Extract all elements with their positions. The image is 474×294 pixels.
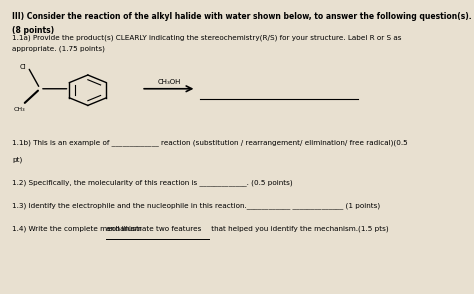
- Text: 1.4) Write the complete mechanism: 1.4) Write the complete mechanism: [12, 225, 145, 232]
- Text: (8 points): (8 points): [12, 26, 55, 35]
- Text: 1.2) Specifically, the molecularity of this reaction is _____________. (0.5 poin: 1.2) Specifically, the molecularity of t…: [12, 179, 293, 186]
- Text: appropriate. (1.75 points): appropriate. (1.75 points): [12, 45, 105, 51]
- Text: that helped you identify the mechanism.(1.5 pts): that helped you identify the mechanism.(…: [209, 225, 388, 232]
- Text: CH₃OH: CH₃OH: [158, 78, 181, 85]
- Text: 1.3) Identify the electrophile and the nucleophile in this reaction.____________: 1.3) Identify the electrophile and the n…: [12, 202, 381, 209]
- Text: and illustrate two features: and illustrate two features: [106, 225, 201, 232]
- Text: III) Consider the reaction of the alkyl halide with water shown below, to answer: III) Consider the reaction of the alkyl …: [12, 11, 472, 21]
- Text: pt): pt): [12, 157, 23, 163]
- Text: 1.1b) This is an example of _____________ reaction (substitution / rearrangement: 1.1b) This is an example of ____________…: [12, 140, 408, 146]
- Text: CH₃: CH₃: [13, 107, 25, 112]
- Text: Cl: Cl: [20, 64, 27, 70]
- Text: 1.1a) Provide the product(s) CLEARLY indicating the stereochemistry(R/S) for you: 1.1a) Provide the product(s) CLEARLY ind…: [12, 35, 402, 41]
